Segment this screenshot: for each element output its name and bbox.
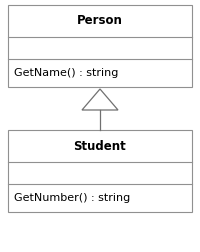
Bar [8, 5, 192, 87]
Polygon shape [82, 89, 118, 110]
Text: GetName() : string: GetName() : string [14, 68, 118, 78]
Bar [8, 130, 192, 212]
Text: Student: Student [74, 140, 126, 152]
Text: Person: Person [77, 15, 123, 27]
Text: GetNumber() : string: GetNumber() : string [14, 193, 130, 203]
